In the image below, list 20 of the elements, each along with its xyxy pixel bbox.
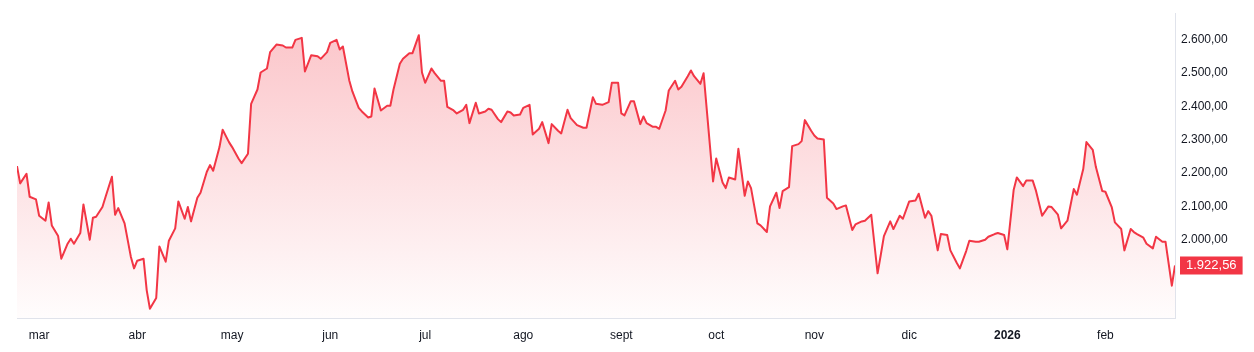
y-tick-label: 2.200,00 <box>1181 165 1229 180</box>
x-tick-label: nov <box>804 327 824 342</box>
y-tick-label: 2.100,00 <box>1181 198 1229 213</box>
x-tick-label: jun <box>321 327 339 342</box>
x-tick-label: may <box>220 327 244 342</box>
x-tick-label: abr <box>128 327 146 342</box>
x-tick-label: jul <box>418 327 432 342</box>
y-tick-label: 2.500,00 <box>1181 65 1229 80</box>
x-tick-label: sept <box>609 327 634 342</box>
x-tick-label: feb <box>1097 327 1115 342</box>
x-tick-label: ago <box>513 327 534 342</box>
y-tick-label: 2.300,00 <box>1181 132 1229 147</box>
x-tick-label: dic <box>901 327 917 342</box>
x-tick-label: 2026 <box>993 327 1021 342</box>
y-tick-label: 2.600,00 <box>1181 32 1229 47</box>
y-tick-label: 2.400,00 <box>1181 98 1229 113</box>
x-tick-label: oct <box>708 327 725 342</box>
annotation: 1.922,56 <box>1186 257 1237 273</box>
x-tick-label: mar <box>28 327 50 342</box>
y-tick-label: 2.000,00 <box>1181 232 1229 247</box>
